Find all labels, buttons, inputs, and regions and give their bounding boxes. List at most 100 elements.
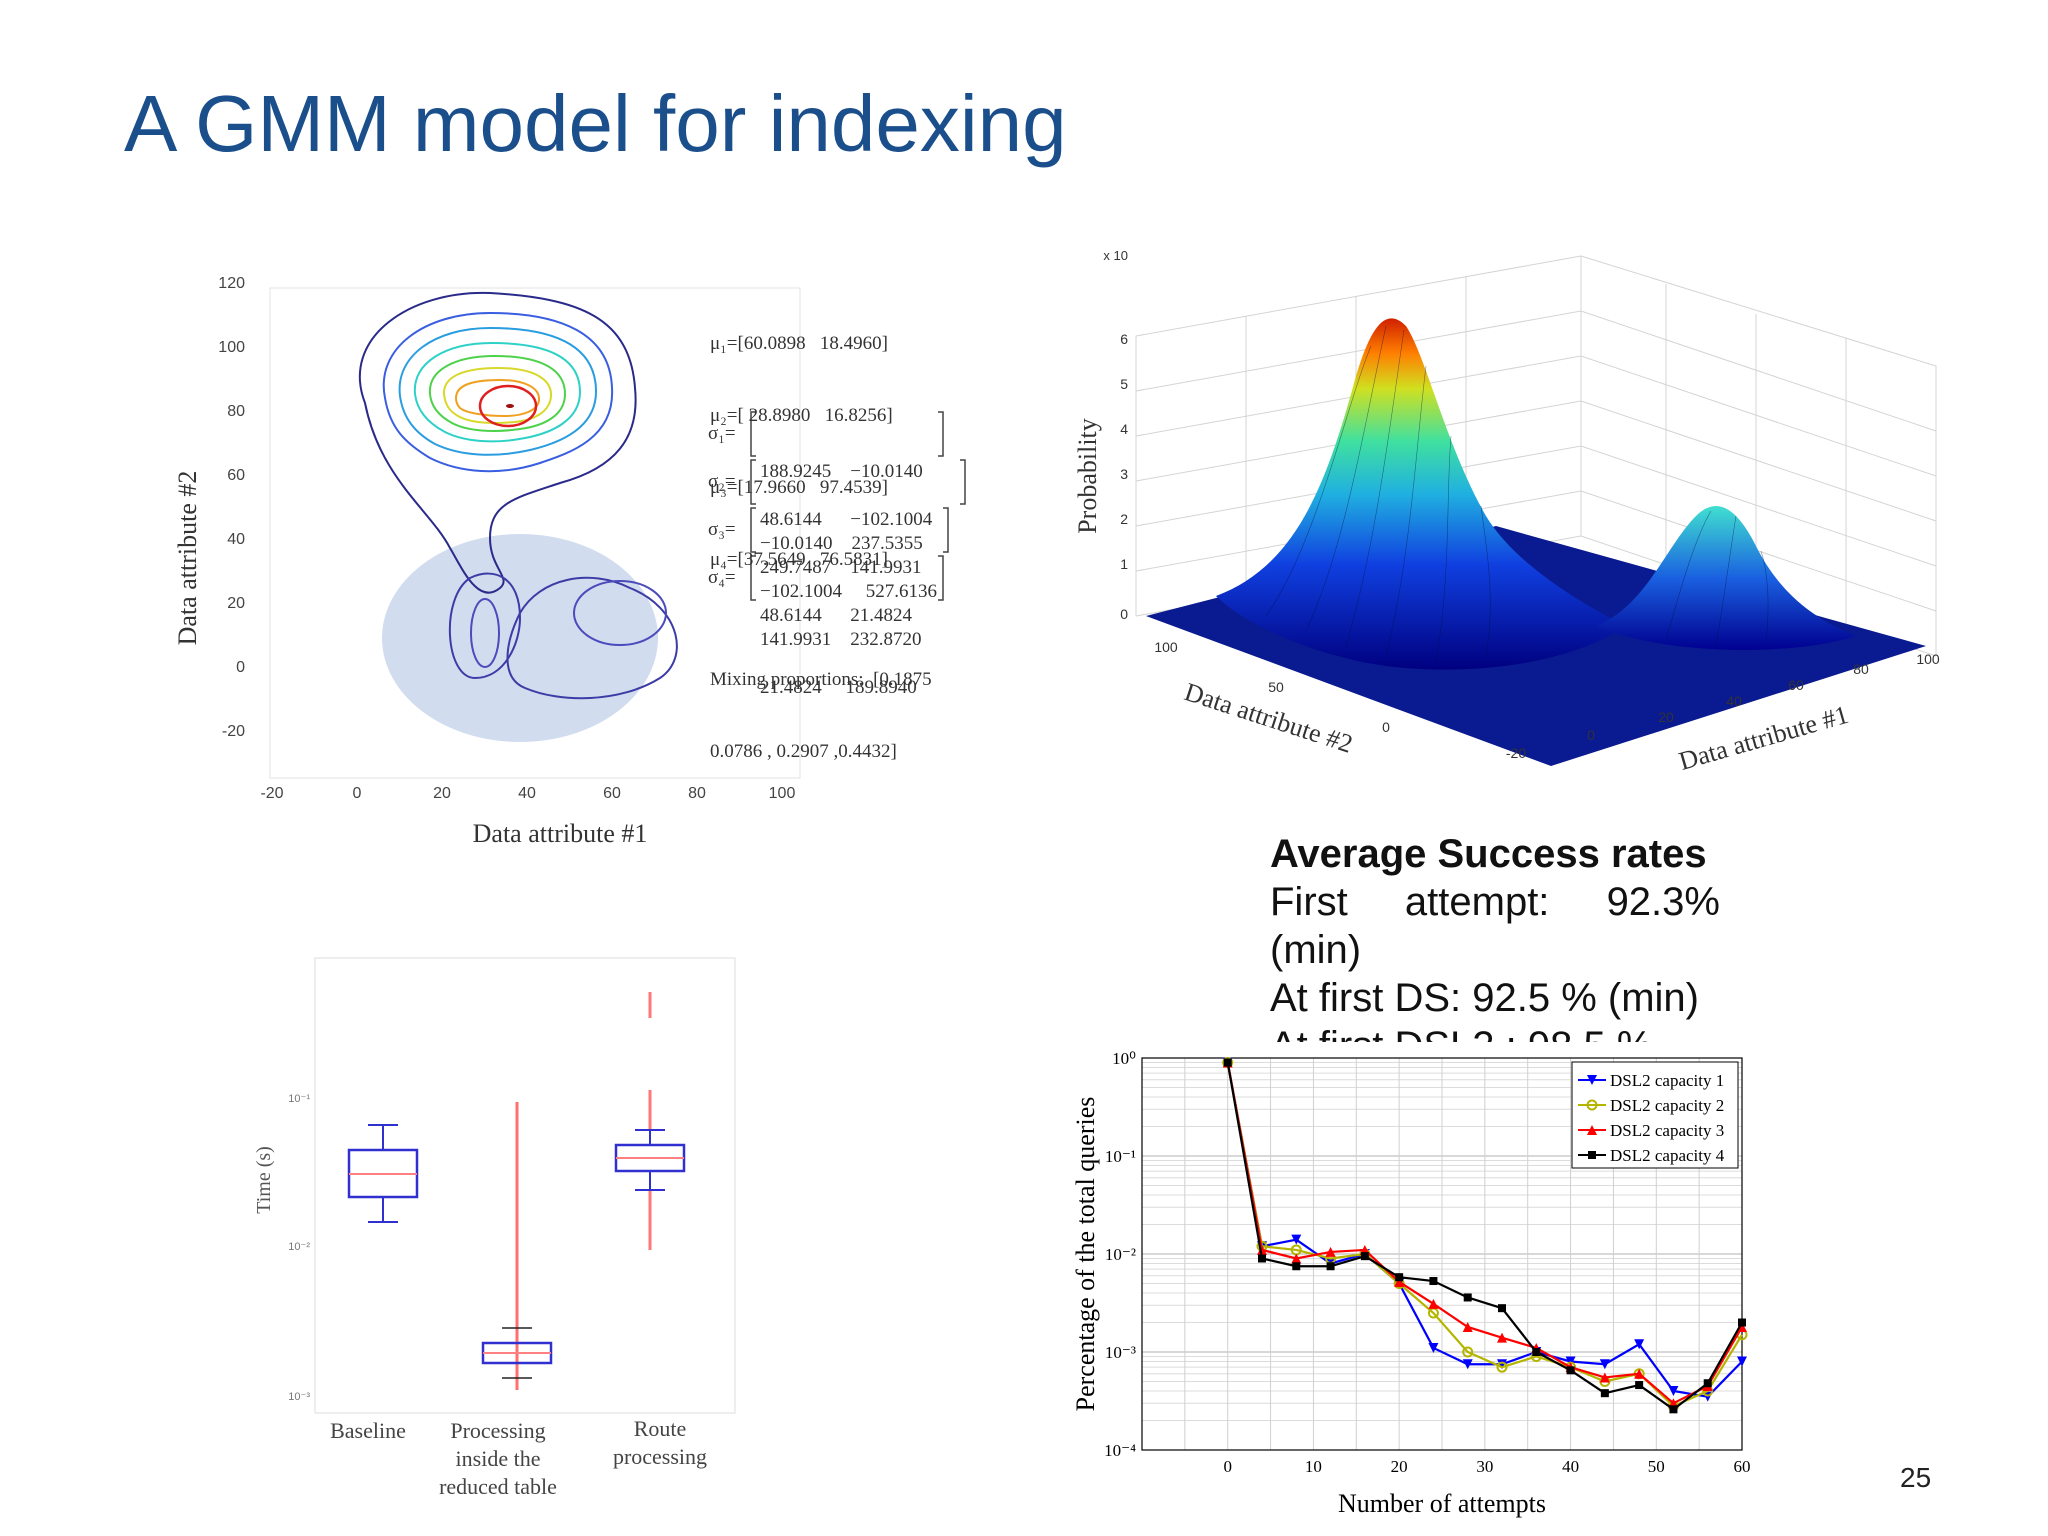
slide-number: 25 xyxy=(1900,1462,1932,1493)
sigma2-matrix: 48.6144 −102.1004 −102.1004 527.6136 xyxy=(760,460,937,652)
boxplot-category: processing xyxy=(613,1444,707,1469)
sigma1-row1: 188.9245 −10.0140 xyxy=(760,461,923,482)
surface-xtick: -20 xyxy=(1506,745,1526,761)
surface-plot-panel: x 10 6 5 4 3 2 1 0 Probability 100 50 0 … xyxy=(1066,246,1956,806)
data-point xyxy=(1429,1277,1438,1286)
data-point xyxy=(1291,1253,1302,1264)
contour-ytick: 100 xyxy=(218,339,245,356)
surface-plot: x 10 6 5 4 3 2 1 0 Probability 100 50 0 … xyxy=(1073,248,1940,776)
line-chart-frame xyxy=(1141,1057,1743,1451)
data-point xyxy=(1360,1252,1369,1261)
line-chart-grid xyxy=(1141,1058,1743,1451)
surface-ytick: 50 xyxy=(1268,679,1284,695)
line-chart-ylabel: Percentage of the total queries xyxy=(1071,1097,1100,1412)
data-point xyxy=(1497,1359,1507,1370)
contour-outer xyxy=(358,291,637,594)
contour-small-right xyxy=(573,580,667,646)
surface-ztick: 6 xyxy=(1120,331,1128,347)
data-point xyxy=(1586,1099,1598,1111)
mu1-text: μ₁=[60.0898 18.4960] xyxy=(710,333,888,354)
surface-xtick: 0 xyxy=(1587,727,1595,743)
contour-xtick: 100 xyxy=(769,785,796,802)
data-point xyxy=(1599,1359,1610,1370)
boxplot-ytick: 10⁻¹ xyxy=(288,1093,310,1105)
sigma3-row2: 141.9931 232.8720 xyxy=(760,629,922,650)
data-point xyxy=(1462,1321,1473,1332)
mixing-line2: 0.0786 , 0.2907 ,0.4432] xyxy=(710,741,897,762)
line-chart-xtick: 50 xyxy=(1648,1457,1665,1476)
line-chart-xtick: 30 xyxy=(1476,1457,1493,1476)
boxplot-category: inside the xyxy=(456,1446,541,1471)
legend-label: DSL2 capacity 2 xyxy=(1610,1096,1724,1115)
series-line xyxy=(1226,1062,1743,1398)
sigma4-label: σ₄= xyxy=(708,567,736,588)
surface-zlabel: Probability xyxy=(1073,418,1102,534)
surface-xtick: 100 xyxy=(1916,651,1940,667)
summary-word: First xyxy=(1270,880,1348,924)
surface-main-peak xyxy=(1216,318,1626,670)
surface-ztick: 0 xyxy=(1120,606,1128,622)
data-point xyxy=(1498,1304,1506,1313)
data-point xyxy=(1587,1125,1597,1135)
summary-line2: (min) xyxy=(1270,928,1362,972)
contour-xtick: 20 xyxy=(433,785,451,802)
surface-xtick: 60 xyxy=(1788,677,1804,693)
sigma4-row1: 48.6144 21.4824 xyxy=(760,605,912,626)
series-line xyxy=(1226,1062,1743,1411)
contour-ytick: 120 xyxy=(218,275,245,292)
summary-line1: First attempt: 92.3% xyxy=(1270,878,1720,926)
surface-ytick: 100 xyxy=(1154,639,1178,655)
contour-ytick: 20 xyxy=(227,595,245,612)
line-chart-xtick: 0 xyxy=(1223,1457,1232,1476)
box-reduced-table xyxy=(481,1102,553,1390)
summary-word: attempt: xyxy=(1404,880,1550,924)
data-point xyxy=(1462,1359,1473,1370)
contour-ytick: 0 xyxy=(236,659,245,676)
summary-heading: Average Success rates xyxy=(1270,832,1707,876)
contour-ytick: 60 xyxy=(227,467,245,484)
sigma2-row2: −102.1004 527.6136 xyxy=(760,581,937,602)
data-point xyxy=(1395,1273,1404,1282)
line-chart-xtick: 60 xyxy=(1734,1457,1751,1476)
box-route xyxy=(614,992,686,1250)
data-point xyxy=(1737,1356,1747,1367)
sigma3-row1: 249.7487 141.9931 xyxy=(760,557,922,578)
line-chart-ytick: 10⁻³ xyxy=(1105,1343,1136,1362)
data-point xyxy=(1532,1348,1541,1356)
data-point xyxy=(1634,1339,1645,1350)
contour-xlabel: Data attribute #1 xyxy=(473,819,648,848)
surface-xtick: 40 xyxy=(1726,693,1742,709)
data-point xyxy=(1634,1368,1645,1379)
mu-params: μ₁=[60.0898 18.4960] μ₂=[ 28.8980 16.825… xyxy=(710,284,893,620)
sigma2-label: σ₂= xyxy=(708,471,736,492)
box-baseline xyxy=(347,1124,419,1223)
mixing-proportions: Mixing proportions: [0.1875 0.0786 , 0.2… xyxy=(710,620,932,812)
summary-line3: At first DS: 92.5 % (min) xyxy=(1270,976,1699,1020)
surface-ytick: 0 xyxy=(1382,719,1390,735)
boxplot-category: reduced table xyxy=(439,1474,557,1499)
data-point xyxy=(1326,1262,1335,1271)
data-point xyxy=(1497,1332,1507,1343)
boxplot-category: Route xyxy=(634,1416,687,1441)
contour-ytick: 80 xyxy=(227,403,245,420)
data-point xyxy=(1668,1385,1679,1396)
legend-label: DSL2 capacity 1 xyxy=(1610,1071,1724,1090)
mu3-text: μ₃=[17.9660 97.4539] xyxy=(710,477,888,498)
boxplot: 10⁻¹ 10⁻² 10⁻³ Time (s) xyxy=(253,957,736,1499)
data-point xyxy=(1566,1366,1575,1375)
surface-secondary-peak xyxy=(1596,506,1856,650)
data-point xyxy=(1599,1372,1610,1383)
summary-word: 92.3% xyxy=(1606,880,1720,924)
data-point xyxy=(1703,1379,1712,1388)
contour-plot: 120 100 80 60 40 20 0 -20 -20 0 20 40 60… xyxy=(173,275,966,848)
data-point xyxy=(1565,1356,1576,1367)
data-point xyxy=(1257,1244,1267,1255)
data-point xyxy=(1669,1405,1678,1414)
line-chart-ytick: 10⁰ xyxy=(1112,1049,1136,1068)
data-point xyxy=(1462,1346,1474,1358)
mu4-text: μ₄=[37.5649 76.5831] xyxy=(710,549,888,570)
data-point xyxy=(1292,1262,1301,1271)
boxplot-ytick: 10⁻³ xyxy=(288,1391,310,1403)
line-chart-xtick: 20 xyxy=(1391,1457,1408,1476)
data-point xyxy=(1738,1318,1746,1327)
